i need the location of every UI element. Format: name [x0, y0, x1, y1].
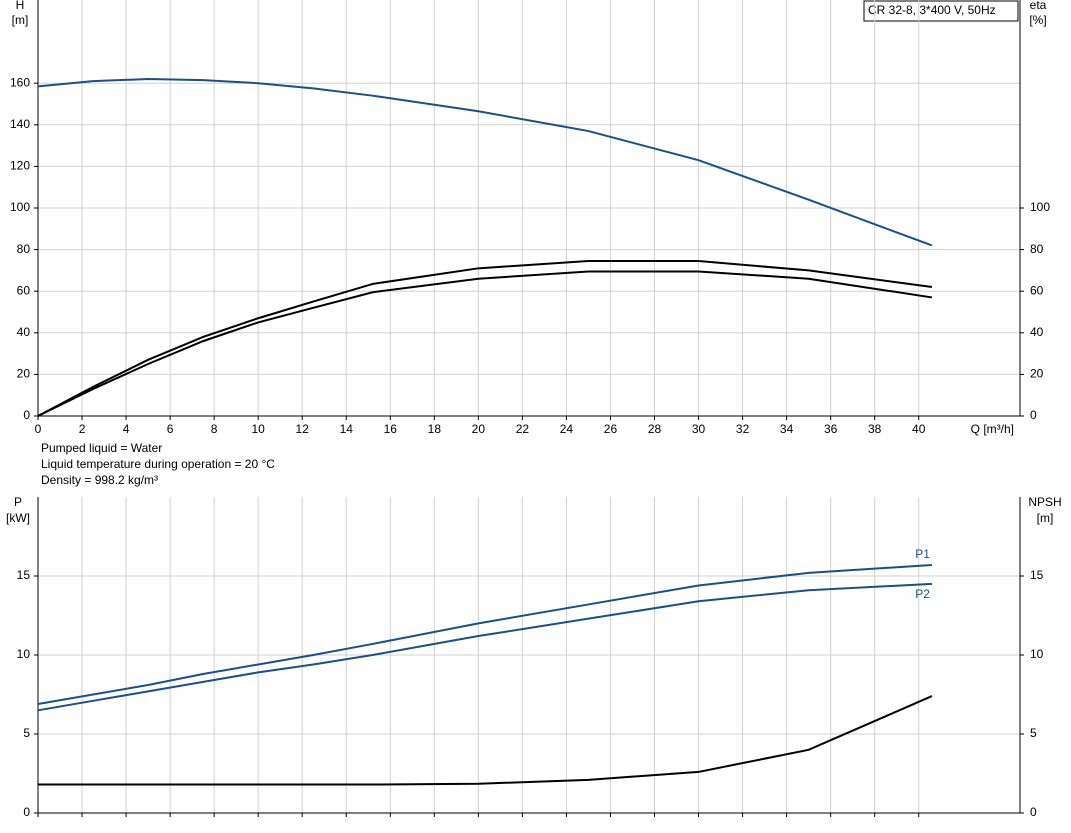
y-tick-label: 15	[17, 568, 31, 582]
note: Liquid temperature during operation = 20…	[41, 457, 275, 471]
note: Density = 998.2 kg/m³	[41, 473, 158, 487]
curve	[37, 78, 933, 247]
y-tick-label: 20	[17, 367, 31, 381]
y2-tick-label: 40	[1030, 325, 1044, 339]
x-tick-label: 18	[428, 422, 442, 436]
y-label: P	[14, 495, 22, 509]
y2-tick-label: 60	[1030, 283, 1044, 297]
y-tick-label: 100	[10, 200, 30, 214]
y-tick-label: 160	[10, 75, 30, 89]
x-tick-label: 16	[384, 422, 398, 436]
y-tick-label: 140	[10, 117, 30, 131]
note: Pumped liquid = Water	[41, 441, 162, 455]
y2-tick-label: 100	[1030, 200, 1050, 214]
x-tick-label: 36	[824, 422, 838, 436]
y-unit: [m]	[12, 13, 29, 27]
y2-tick-label: 5	[1030, 726, 1037, 740]
y2-label: NPSH	[1028, 495, 1061, 509]
x-tick-label: 8	[211, 422, 218, 436]
x-tick-label: 12	[296, 422, 310, 436]
x-tick-label: 24	[560, 422, 574, 436]
x-tick-label: 2	[79, 422, 86, 436]
x-tick-label: 38	[868, 422, 882, 436]
y-tick-label: 80	[17, 242, 31, 256]
y2-tick-label: 0	[1030, 408, 1037, 422]
series-label: P2	[915, 587, 930, 601]
x-tick-label: 40	[912, 422, 926, 436]
y-tick-label: 0	[23, 805, 30, 819]
x-tick-label: 0	[35, 422, 42, 436]
curve	[37, 260, 933, 417]
x-tick-label: 32	[736, 422, 750, 436]
y-tick-label: 0	[23, 408, 30, 422]
series-label: P1	[915, 547, 930, 561]
info-box	[863, 0, 1019, 22]
y-tick-label: 40	[17, 325, 31, 339]
y-tick-label: 60	[17, 283, 31, 297]
y2-label: eta	[1030, 0, 1047, 12]
curve	[37, 270, 933, 417]
y2-tick-label: 20	[1030, 367, 1044, 381]
y-tick-label: 10	[17, 647, 31, 661]
x-tick-label: 30	[692, 422, 706, 436]
x-tick-label: 10	[251, 422, 265, 436]
y-tick-label: 120	[10, 159, 30, 173]
curve	[38, 695, 933, 786]
x-tick-label: 6	[167, 422, 174, 436]
x-tick-label: 28	[648, 422, 662, 436]
x-label: Q [m³/h]	[971, 422, 1014, 436]
y-label: H	[16, 0, 25, 12]
y2-tick-label: 15	[1030, 568, 1044, 582]
x-tick-label: 26	[604, 422, 618, 436]
x-tick-label: 14	[340, 422, 354, 436]
y2-unit: [%]	[1029, 13, 1046, 27]
y2-tick-label: 0	[1030, 805, 1037, 819]
y2-unit: [m]	[1037, 511, 1054, 525]
pump-title: CR 32-8, 3*400 V, 50Hz	[868, 3, 996, 17]
y-tick-label: 5	[23, 726, 30, 740]
y2-tick-label: 80	[1030, 242, 1044, 256]
x-tick-label: 20	[472, 422, 486, 436]
y2-tick-label: 10	[1030, 647, 1044, 661]
curve	[37, 563, 932, 705]
x-tick-label: 22	[516, 422, 530, 436]
x-tick-label: 4	[123, 422, 130, 436]
y-unit: [kW]	[6, 511, 30, 525]
curve	[37, 582, 932, 712]
x-tick-label: 34	[780, 422, 794, 436]
